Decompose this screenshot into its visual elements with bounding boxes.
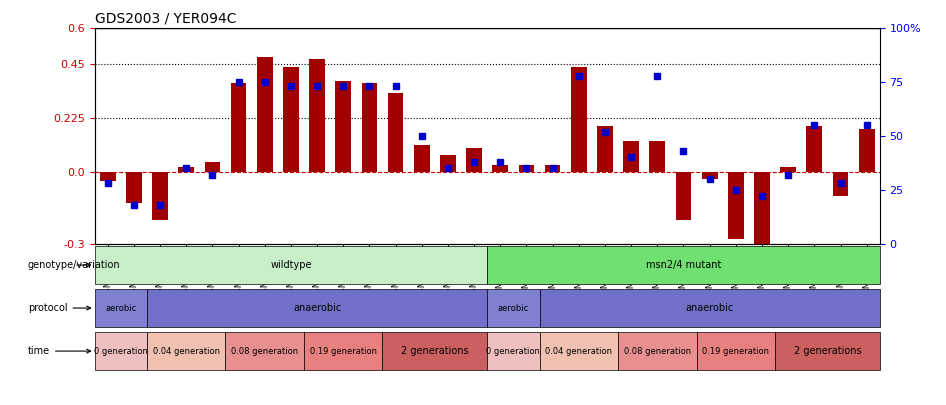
Bar [204, 162, 220, 172]
Text: genotype/variation: genotype/variation [27, 260, 120, 270]
Bar [539, 332, 618, 371]
Bar [487, 289, 539, 327]
Bar [623, 141, 639, 172]
Bar [487, 332, 539, 371]
Bar [440, 155, 456, 172]
Bar [283, 66, 299, 172]
Bar [95, 246, 487, 284]
Text: wildtype: wildtype [271, 260, 311, 270]
Bar [754, 172, 770, 248]
Text: 0.08 generation: 0.08 generation [231, 347, 298, 356]
Text: protocol: protocol [27, 303, 91, 313]
Text: msn2/4 mutant: msn2/4 mutant [646, 260, 721, 270]
Bar [696, 332, 775, 371]
Bar [859, 129, 874, 172]
Bar [650, 141, 665, 172]
Text: anaerobic: anaerobic [686, 303, 734, 313]
Text: time: time [27, 346, 91, 356]
Bar [518, 164, 534, 172]
Bar [545, 164, 560, 172]
Text: 0 generation: 0 generation [486, 347, 540, 356]
Bar [597, 126, 613, 172]
Bar [807, 126, 822, 172]
Bar [179, 167, 194, 172]
Bar [728, 172, 744, 239]
Text: 2 generations: 2 generations [401, 346, 468, 356]
Text: 0.04 generation: 0.04 generation [545, 347, 612, 356]
Bar [571, 66, 587, 172]
Bar [336, 81, 351, 172]
Text: aerobic: aerobic [105, 304, 136, 313]
Text: 0.19 generation: 0.19 generation [702, 347, 769, 356]
Bar [493, 164, 508, 172]
Bar [152, 172, 167, 220]
Text: ■: ■ [95, 404, 108, 405]
Text: 2 generations: 2 generations [794, 346, 861, 356]
Text: 0.08 generation: 0.08 generation [623, 347, 691, 356]
Bar [382, 332, 487, 371]
Bar [100, 172, 115, 181]
Bar [309, 60, 324, 172]
Bar [147, 332, 225, 371]
Bar [95, 332, 147, 371]
Bar [702, 172, 717, 179]
Bar [414, 145, 429, 172]
Text: GDS2003 / YER094C: GDS2003 / YER094C [95, 12, 236, 26]
Bar [257, 57, 272, 172]
Bar [361, 83, 377, 172]
Bar [675, 172, 692, 220]
Bar [388, 93, 403, 172]
Text: 0.04 generation: 0.04 generation [152, 347, 219, 356]
Bar [304, 332, 382, 371]
Bar [618, 332, 696, 371]
Bar [780, 167, 796, 172]
Bar [487, 246, 880, 284]
Text: anaerobic: anaerobic [293, 303, 342, 313]
Text: 0.19 generation: 0.19 generation [309, 347, 377, 356]
Text: 0 generation: 0 generation [94, 347, 148, 356]
Text: aerobic: aerobic [498, 304, 529, 313]
Bar [147, 289, 487, 327]
Bar [466, 148, 482, 172]
Bar [832, 172, 849, 196]
Bar [225, 332, 304, 371]
Bar [95, 289, 147, 327]
Bar [231, 83, 246, 172]
Bar [775, 332, 880, 371]
Bar [539, 289, 880, 327]
Bar [126, 172, 142, 203]
